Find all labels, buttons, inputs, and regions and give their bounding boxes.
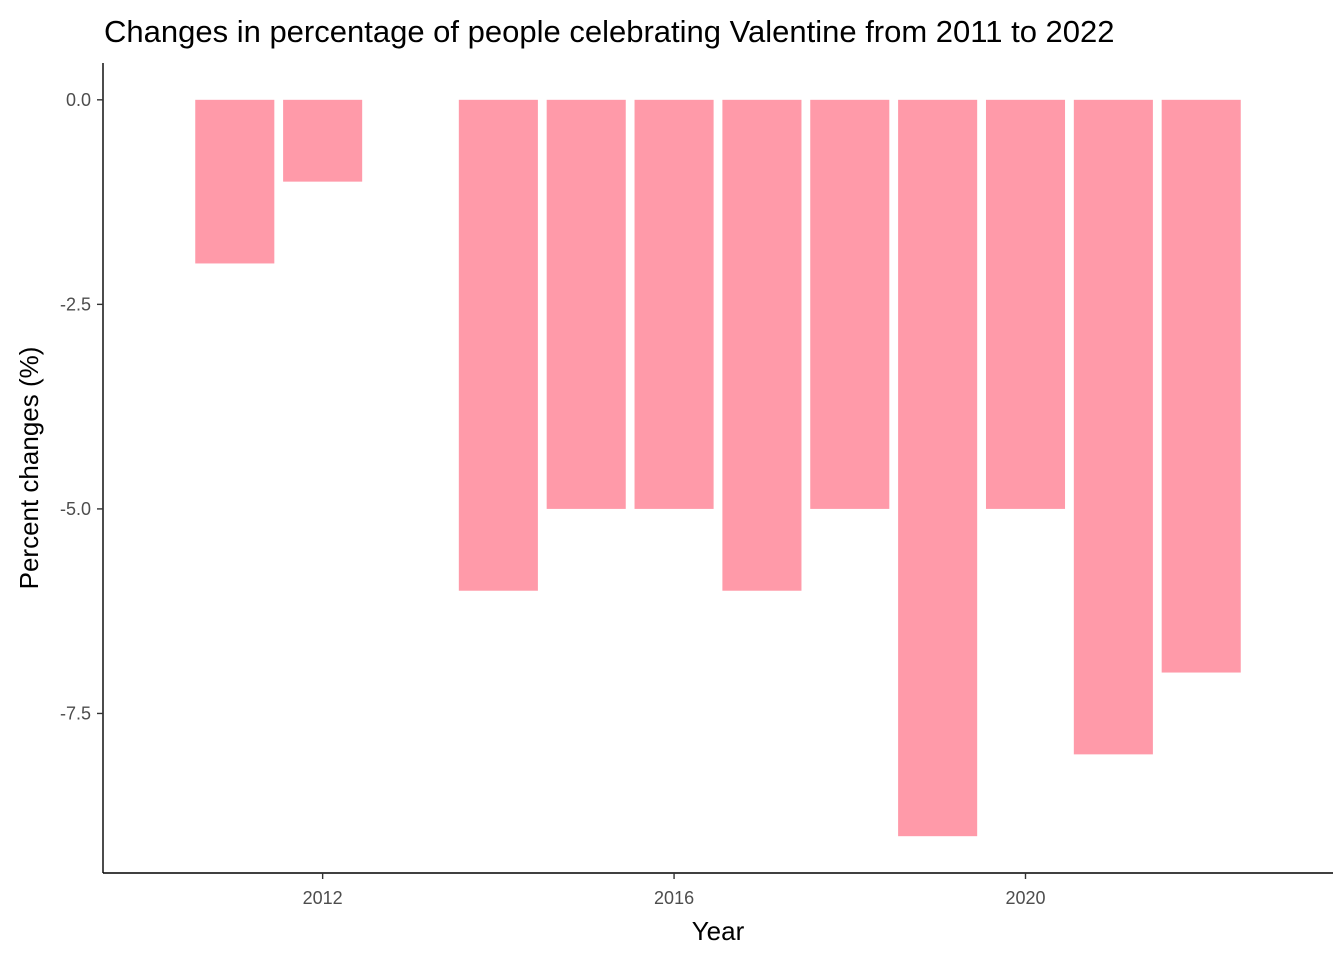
bars-group — [195, 99, 1241, 837]
y-tick-label: -7.5 — [60, 703, 91, 723]
bar-2017 — [722, 99, 802, 591]
bar-2014 — [458, 99, 538, 591]
bar-2011 — [195, 99, 275, 264]
y-axis-ticks: 0.0 -2.5 -5.0 -7.5 — [60, 90, 103, 723]
bar-2019 — [898, 99, 978, 837]
y-tick-label: 0.0 — [66, 90, 91, 110]
bar-2020 — [985, 99, 1066, 509]
chart-title: Changes in percentage of people celebrat… — [104, 14, 1115, 49]
bar-2018 — [810, 99, 890, 509]
x-tick-label: 2016 — [654, 888, 694, 908]
y-tick-label: -2.5 — [60, 294, 91, 314]
bar-2022 — [1161, 99, 1241, 673]
y-axis-title: Percent changes (%) — [14, 347, 44, 590]
bar-2021 — [1073, 99, 1153, 755]
y-tick-label: -5.0 — [60, 499, 91, 519]
x-axis-title: Year — [692, 916, 745, 946]
bar-2016 — [634, 99, 714, 509]
x-tick-label: 2012 — [303, 888, 343, 908]
x-axis-ticks: 2012 2016 2020 — [303, 873, 1046, 908]
bar-2015 — [546, 99, 626, 509]
bar-2012 — [283, 99, 363, 182]
x-tick-label: 2020 — [1005, 888, 1045, 908]
